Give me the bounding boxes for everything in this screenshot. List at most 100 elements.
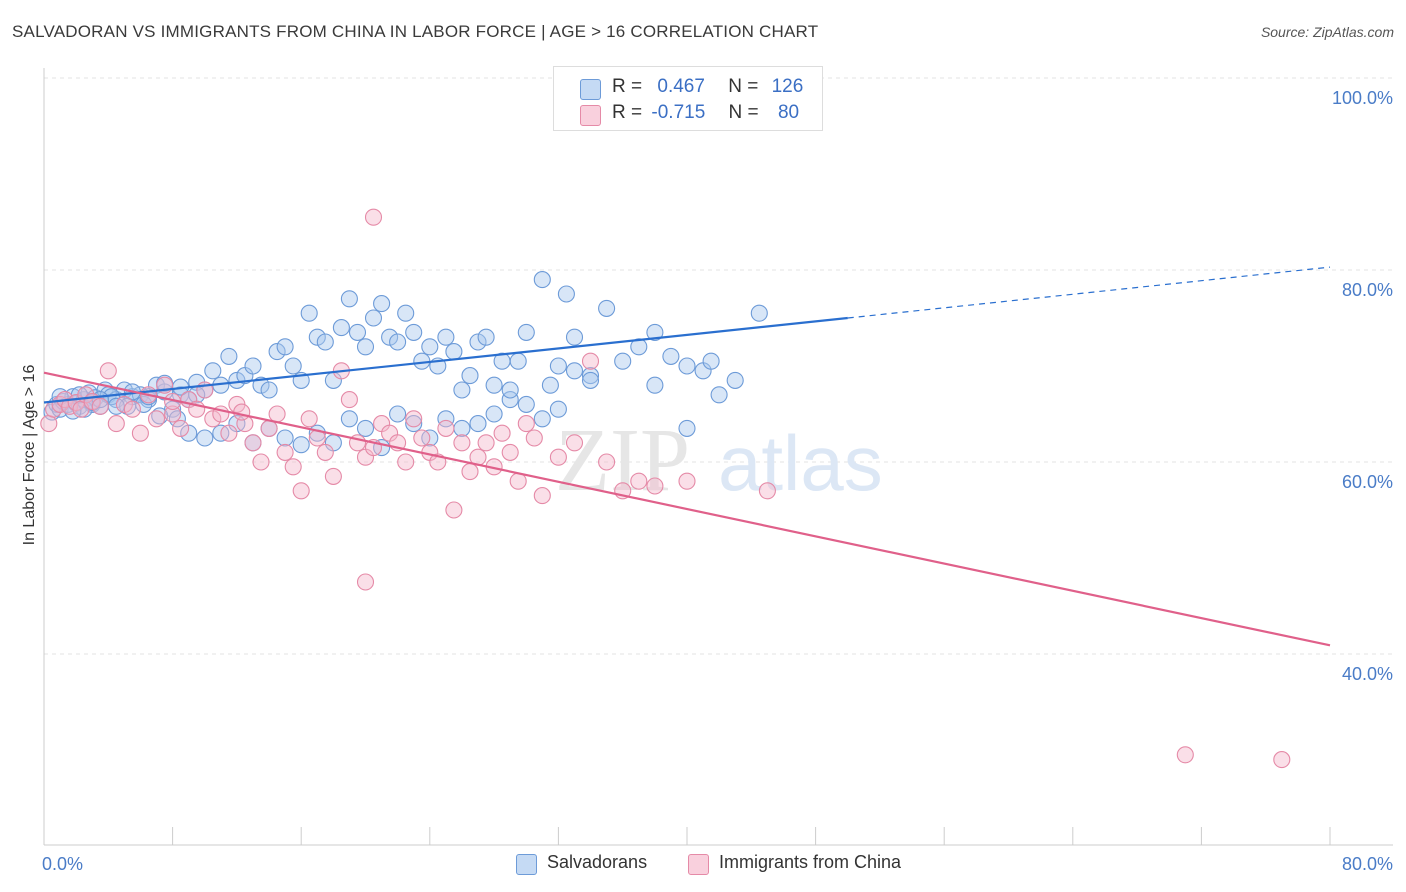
point-salvadorans (646, 323, 664, 341)
y-tick-label: 60.0% (1342, 472, 1393, 492)
point-salvadorans (356, 338, 375, 356)
point-salvadorans (517, 323, 535, 341)
point-china (340, 391, 358, 409)
point-salvadorans (332, 319, 350, 337)
point-salvadorans (461, 367, 479, 385)
watermark-zip: ZIP (555, 411, 690, 510)
point-salvadorans (284, 357, 302, 375)
point-salvadorans (541, 376, 559, 394)
point-china (164, 405, 182, 423)
point-salvadorans (485, 405, 503, 423)
point-china (445, 501, 463, 519)
point-china (758, 482, 776, 500)
y-tick-label: 100.0% (1332, 88, 1393, 108)
point-salvadorans (373, 295, 391, 313)
point-salvadorans (678, 357, 696, 375)
point-salvadorans (220, 347, 238, 365)
point-china (493, 424, 511, 442)
point-china (276, 443, 294, 461)
point-salvadorans (244, 357, 262, 375)
point-china (598, 453, 616, 471)
point-china (131, 424, 149, 442)
point-china (244, 434, 262, 452)
point-salvadorans (565, 328, 584, 346)
point-salvadorans (168, 410, 186, 428)
watermark-atlas: atlas (718, 419, 883, 507)
legend: R = 0.467 N = 126 R = -0.715 N = 80 (553, 66, 823, 131)
point-salvadorans (389, 405, 407, 423)
point-salvadorans (437, 328, 455, 346)
legend-text-blue: R = 0.467 N = 126 (612, 76, 803, 98)
point-salvadorans (405, 415, 423, 433)
bottom-legend-label-blue: Salvadorans (547, 852, 648, 872)
point-salvadorans (517, 395, 535, 413)
point-salvadorans (364, 309, 383, 327)
y-tick-label: 80.0% (1342, 280, 1393, 300)
point-salvadorans (268, 343, 286, 361)
point-salvadorans (662, 347, 680, 365)
point-china (292, 482, 310, 500)
point-salvadorans (276, 429, 294, 447)
point-china (268, 405, 286, 423)
bottom-legend-label-pink: Immigrants from China (719, 852, 902, 872)
point-china (220, 424, 238, 442)
point-china (260, 419, 278, 437)
point-china (477, 434, 495, 452)
point-salvadorans (180, 424, 198, 442)
point-salvadorans (614, 352, 632, 370)
point-china (284, 458, 302, 476)
point-china (646, 477, 664, 495)
point-china (115, 395, 133, 413)
x-tick-label-right: 80.0% (1342, 854, 1393, 874)
point-china (324, 467, 342, 485)
point-china (356, 573, 375, 591)
point-salvadorans (726, 371, 744, 389)
point-china (204, 410, 222, 428)
legend-r-value: 0.467 (657, 76, 705, 97)
point-china (453, 434, 471, 452)
legend-swatch-pink (580, 105, 601, 126)
point-salvadorans (397, 304, 415, 322)
point-salvadorans (469, 415, 487, 433)
point-salvadorans (292, 436, 310, 454)
point-salvadorans (437, 410, 455, 428)
point-china (461, 463, 479, 481)
point-salvadorans (533, 410, 551, 428)
point-salvadorans (405, 323, 423, 341)
bottom-legend-swatch-blue (516, 854, 537, 875)
point-china (549, 448, 567, 466)
point-salvadorans (630, 338, 648, 356)
tick-labels: 0.0% 80.0% In Labor Force | Age > 16 100… (21, 88, 1393, 874)
point-salvadorans (557, 285, 575, 303)
point-china (107, 415, 125, 433)
legend-text-pink: R = -0.715 N = 80 (612, 102, 799, 124)
legend-swatch-blue (580, 79, 601, 100)
point-salvadorans (702, 352, 720, 370)
legend-r-value: -0.715 (651, 102, 706, 123)
legend-r-label: R = (612, 76, 643, 97)
point-china (99, 362, 117, 380)
point-china (147, 410, 166, 428)
point-china (252, 453, 270, 471)
point-salvadorans (581, 367, 600, 385)
point-china (91, 397, 109, 415)
point-salvadorans (316, 333, 334, 351)
point-salvadorans (565, 362, 584, 380)
trend-lines (43, 266, 1331, 647)
point-salvadorans (381, 328, 399, 346)
point-salvadorans (646, 376, 664, 394)
point-china (533, 487, 551, 505)
point-china (678, 472, 696, 490)
axes (43, 68, 1393, 846)
point-salvadorans (750, 304, 768, 322)
point-salvadorans (501, 391, 519, 409)
point-salvadorans (204, 362, 222, 380)
point-salvadorans (356, 419, 375, 437)
point-salvadorans (710, 386, 728, 404)
legend-n-value: 80 (777, 102, 800, 123)
point-salvadorans (300, 304, 318, 322)
point-china (123, 400, 141, 418)
point-salvadorans (348, 323, 367, 341)
point-salvadorans (389, 333, 407, 351)
